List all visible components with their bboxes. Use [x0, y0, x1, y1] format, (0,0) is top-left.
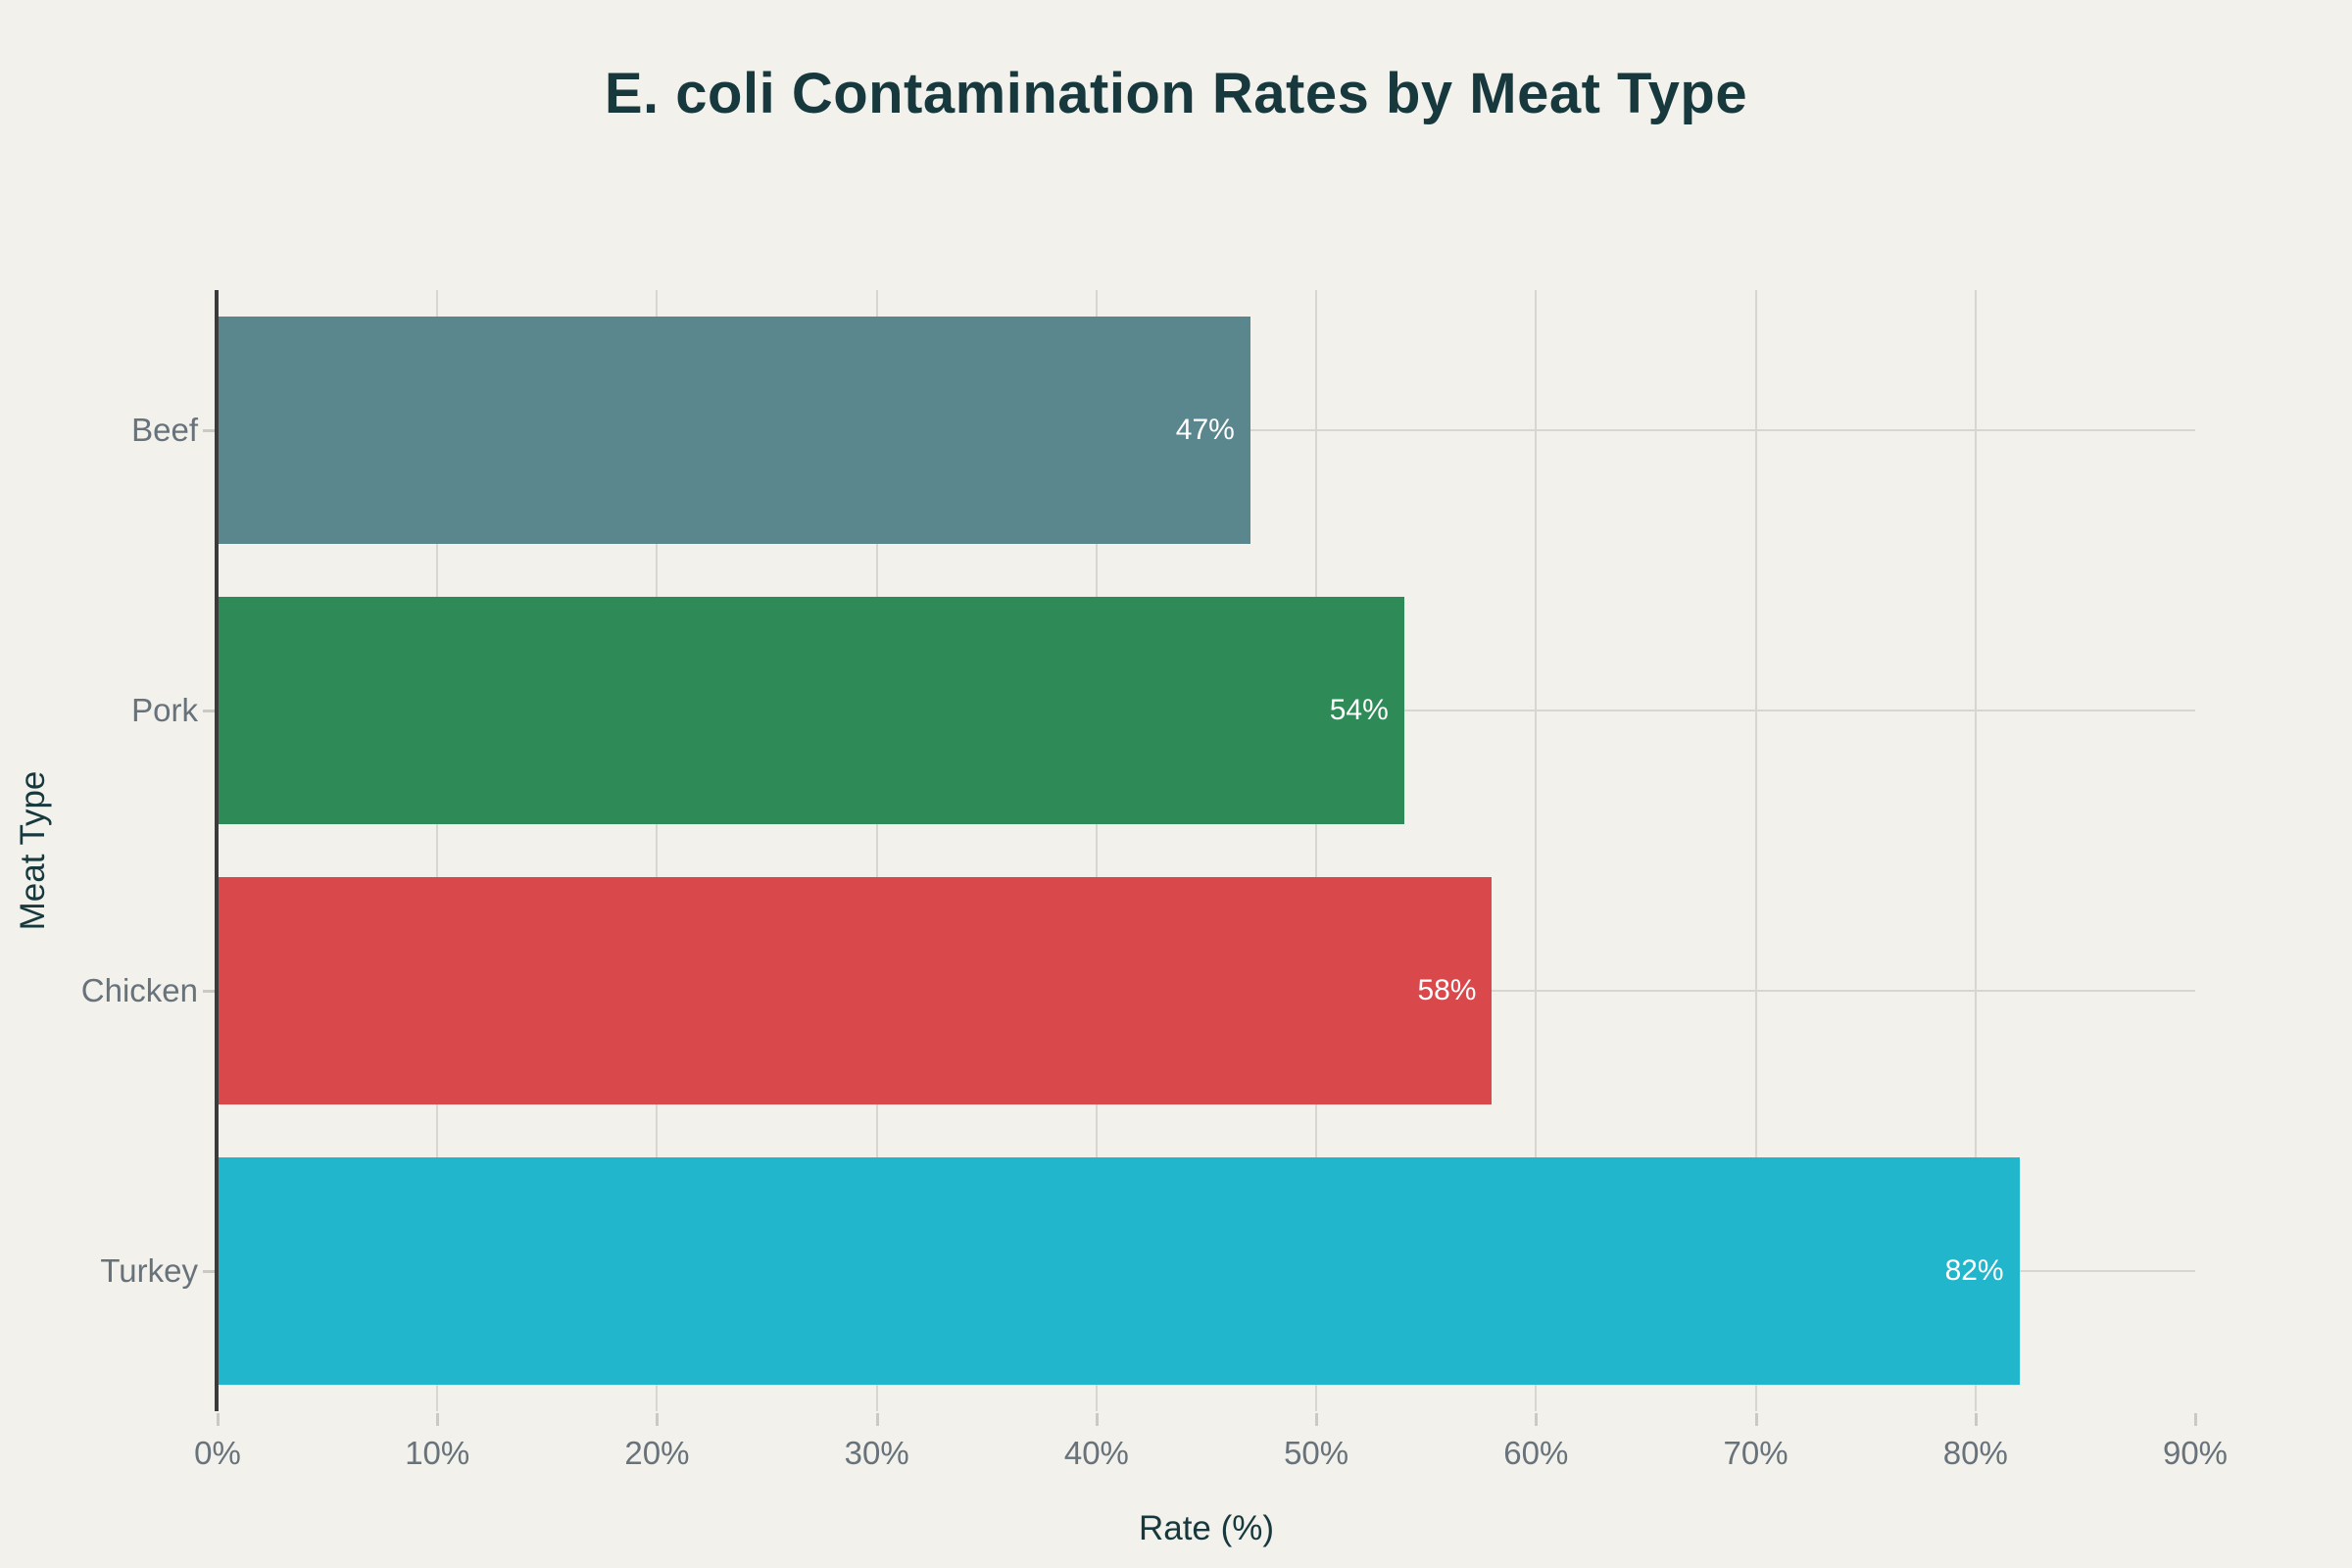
x-tick-label: 10%	[405, 1435, 470, 1471]
x-axis-title: Rate (%)	[1138, 1509, 1275, 1547]
vertical-gridline	[1095, 290, 1098, 1411]
x-tick-mark	[1974, 1413, 1978, 1426]
x-tick-mark	[1095, 1413, 1099, 1426]
vertical-gridline	[875, 290, 878, 1411]
x-tick-mark	[875, 1413, 879, 1426]
x-tick-label: 20%	[624, 1435, 690, 1471]
x-tick-label: 0%	[194, 1435, 241, 1471]
x-tick-mark	[1535, 1413, 1539, 1426]
x-tick-mark	[436, 1413, 440, 1426]
y-tick-mark	[203, 990, 216, 993]
vertical-gridline	[1535, 290, 1538, 1411]
x-tick-label: 90%	[2162, 1435, 2229, 1471]
y-axis-spine	[215, 290, 219, 1411]
x-tick-mark	[656, 1413, 660, 1426]
vertical-gridline	[436, 290, 439, 1411]
bar-value-label: 47%	[1175, 414, 1235, 446]
bar-value-label: 54%	[1329, 694, 1389, 726]
x-tick-label: 40%	[1063, 1435, 1129, 1471]
vertical-gridline	[1974, 290, 1977, 1411]
x-tick-mark	[1315, 1413, 1319, 1426]
plot-area: 47% 54% 58% 82%	[215, 290, 2195, 1411]
y-axis-title: Meat Type	[14, 770, 52, 931]
vertical-gridline	[1315, 290, 1318, 1411]
bar-value-label: 82%	[1944, 1254, 2004, 1287]
x-tick-label: 30%	[844, 1435, 909, 1471]
y-tick-label: Chicken	[80, 972, 198, 1008]
x-tick-mark	[2194, 1413, 2197, 1426]
y-tick-label: Pork	[131, 692, 198, 728]
chart-title: E. coli Contamination Rates by Meat Type	[604, 62, 1748, 125]
x-tick-label: 70%	[1723, 1435, 1788, 1471]
vertical-gridline	[1754, 290, 1757, 1411]
y-tick-mark	[203, 710, 216, 712]
y-tick-mark	[203, 1270, 216, 1273]
x-tick-label: 50%	[1284, 1435, 1349, 1471]
bar: 82%	[218, 1157, 2020, 1385]
bar-value-label: 58%	[1417, 974, 1477, 1006]
bar: 54%	[218, 597, 1404, 824]
bar: 58%	[218, 877, 1493, 1104]
x-tick-label: 80%	[1942, 1435, 2008, 1471]
y-tick-label: Beef	[131, 412, 198, 448]
y-tick-label: Turkey	[100, 1252, 198, 1289]
x-tick-mark	[217, 1413, 220, 1426]
bar: 47%	[218, 317, 1250, 544]
vertical-gridline	[656, 290, 659, 1411]
x-tick-mark	[1754, 1413, 1758, 1426]
x-tick-label: 60%	[1503, 1435, 1569, 1471]
y-tick-mark	[203, 429, 216, 432]
